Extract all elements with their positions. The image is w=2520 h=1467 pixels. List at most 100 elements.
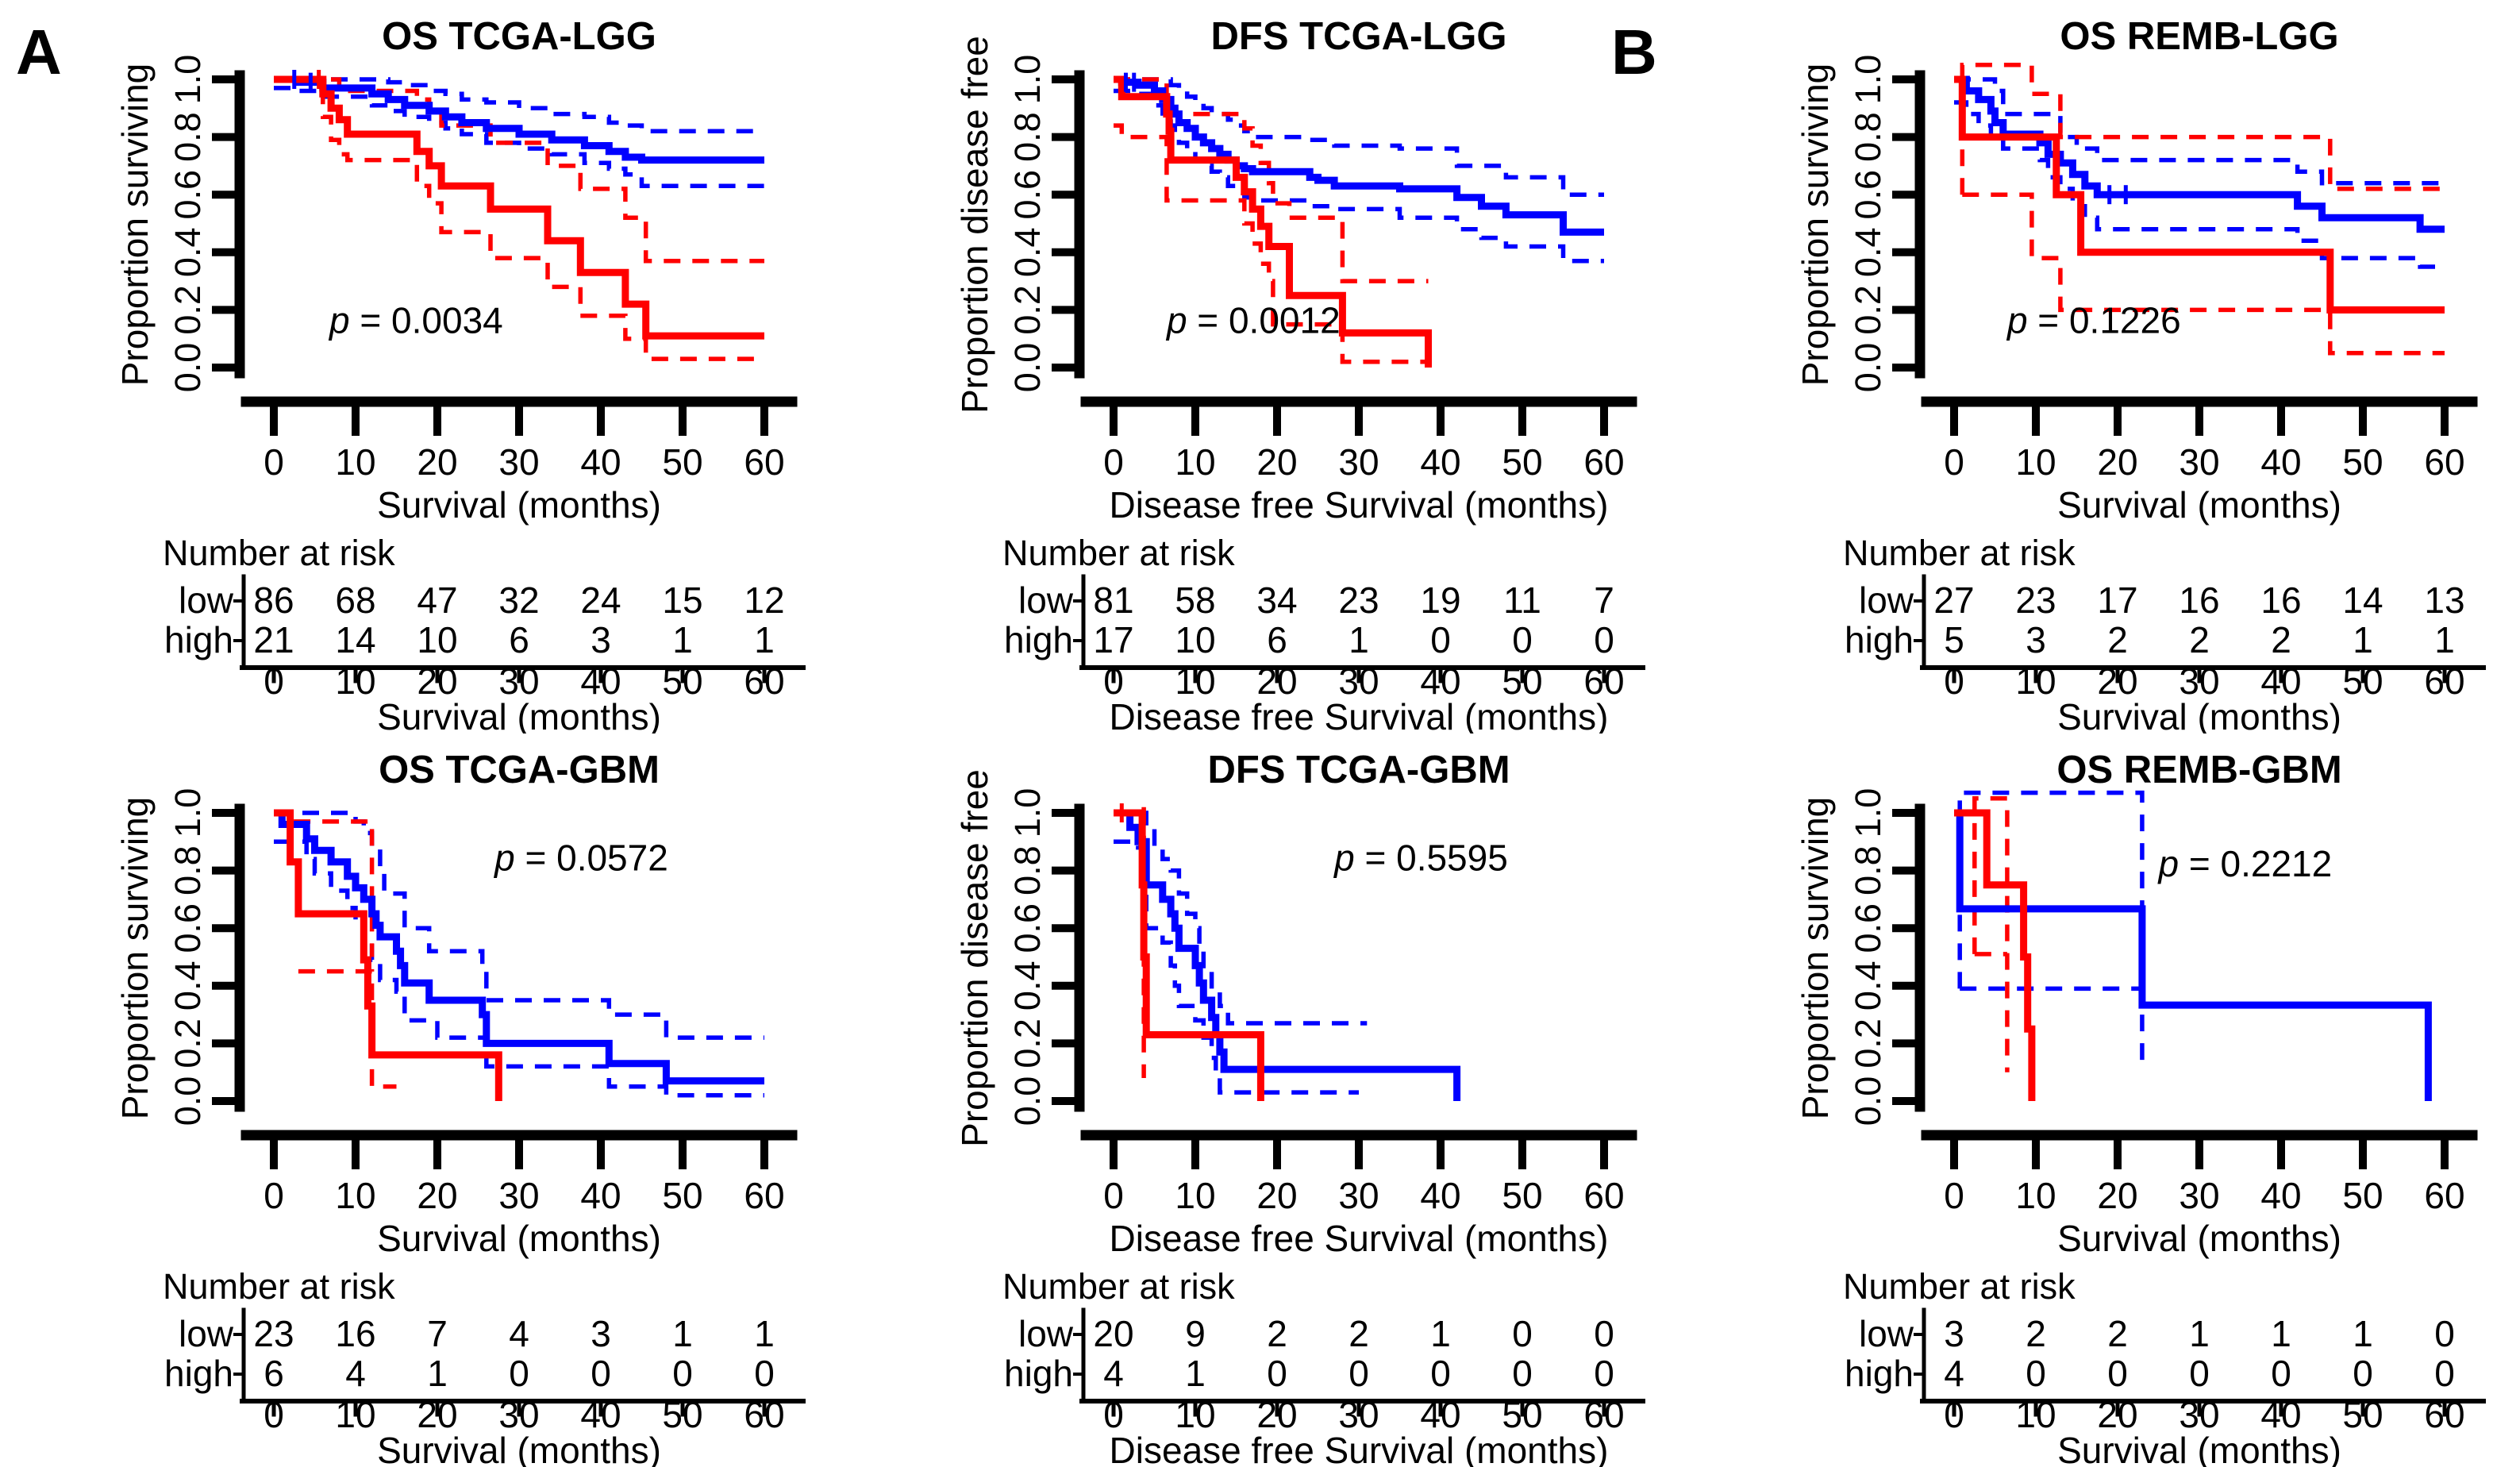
risk-tick-label: 20 bbox=[2097, 1394, 2137, 1435]
risk-tick-label: 60 bbox=[744, 1394, 784, 1435]
panel-title: DFS TCGA-GBM bbox=[1207, 749, 1510, 791]
risk-tick-label: 60 bbox=[2424, 660, 2464, 702]
risk-number-low: 86 bbox=[253, 579, 294, 621]
risk-group-label-low: low bbox=[1859, 579, 1914, 621]
x-tick-label: 60 bbox=[1583, 441, 1624, 483]
risk-number-low: 58 bbox=[1175, 579, 1215, 621]
x-tick-label: 40 bbox=[2260, 1175, 2301, 1216]
y-tick-label: 1.0 bbox=[1848, 788, 1888, 838]
y-tick-label: 1.0 bbox=[1848, 55, 1888, 105]
risk-number-low: 24 bbox=[580, 579, 621, 621]
y-tick-label: 0.8 bbox=[1848, 845, 1888, 895]
x-tick-label: 10 bbox=[2015, 1175, 2056, 1216]
x-tick-label: 0 bbox=[1103, 1175, 1124, 1216]
risk-group-label-low: low bbox=[179, 1313, 234, 1354]
risk-tick-label: 20 bbox=[417, 660, 457, 702]
risk-number-high: 6 bbox=[509, 619, 529, 660]
risk-number-low: 1 bbox=[754, 1313, 775, 1354]
risk-header: Number at risk bbox=[1843, 533, 2076, 573]
risk-group-label-low: low bbox=[179, 579, 234, 621]
x-axis-label: Survival (months) bbox=[2057, 1218, 2341, 1259]
y-tick-label: 1.0 bbox=[167, 788, 208, 838]
x-tick-label: 0 bbox=[264, 1175, 284, 1216]
x-tick-label: 10 bbox=[335, 441, 375, 483]
p-value-label: p = 0.1226 bbox=[2006, 299, 2181, 341]
risk-tick-label: 0 bbox=[1103, 1394, 1124, 1435]
risk-number-low: 23 bbox=[1338, 579, 1379, 621]
km-curve-high bbox=[1954, 809, 2036, 1101]
risk-number-low: 34 bbox=[1256, 579, 1297, 621]
x-tick-label: 50 bbox=[662, 1175, 702, 1216]
risk-tick-label: 0 bbox=[264, 1394, 284, 1435]
risk-number-high: 0 bbox=[509, 1353, 529, 1394]
x-tick-label: 0 bbox=[1944, 1175, 1964, 1216]
km-curve-high bbox=[1114, 809, 1264, 1101]
y-tick-label: 0.6 bbox=[1848, 170, 1888, 220]
risk-number-high: 14 bbox=[335, 619, 375, 660]
km-curve-high bbox=[1954, 75, 2445, 314]
x-tick-label: 60 bbox=[2424, 441, 2464, 483]
y-tick-label: 0.8 bbox=[1848, 112, 1888, 162]
y-tick-label: 0.8 bbox=[167, 112, 208, 162]
ci-curve-low-lower bbox=[1954, 100, 2445, 269]
x-tick-label: 20 bbox=[417, 441, 457, 483]
y-tick-label: 0.4 bbox=[1007, 228, 1048, 278]
y-tick-label: 0.4 bbox=[1848, 961, 1888, 1011]
y-axis-label: Proportion disease free bbox=[954, 769, 995, 1147]
panel-title: OS REMB-GBM bbox=[2056, 749, 2341, 791]
ci-curve-high-lower bbox=[274, 77, 764, 361]
y-tick-label: 0.6 bbox=[167, 903, 208, 953]
risk-number-high: 2 bbox=[2189, 619, 2210, 660]
y-tick-label: 0.0 bbox=[167, 1076, 208, 1126]
y-tick-label: 0.0 bbox=[1848, 1076, 1888, 1126]
risk-number-high: 0 bbox=[2189, 1353, 2210, 1394]
risk-tick-label: 10 bbox=[335, 1394, 375, 1435]
risk-number-high: 4 bbox=[345, 1353, 366, 1394]
x-axis-label: Disease free Survival (months) bbox=[1110, 1218, 1609, 1259]
risk-number-low: 32 bbox=[498, 579, 539, 621]
risk-tick-label: 60 bbox=[1583, 660, 1624, 702]
risk-number-low: 14 bbox=[2342, 579, 2383, 621]
y-tick-label: 0.4 bbox=[167, 228, 208, 278]
risk-tick-label: 30 bbox=[1338, 1394, 1379, 1435]
risk-number-low: 16 bbox=[2179, 579, 2219, 621]
panel-os_remb_lgg: 0.0 0.2 0.4 0.6 0.8 1.0 Proportion surviving 0 1… bbox=[1795, 15, 2486, 734]
y-tick-label: 0.0 bbox=[167, 343, 208, 393]
figure-label-a: A bbox=[16, 17, 62, 87]
risk-x-axis-label: Disease free Survival (months) bbox=[1110, 1430, 1609, 1467]
risk-number-high: 0 bbox=[2353, 1353, 2373, 1394]
risk-number-high: 4 bbox=[1944, 1353, 1964, 1394]
risk-number-high: 6 bbox=[264, 1353, 284, 1394]
y-axis-label: Proportion surviving bbox=[1795, 797, 1836, 1120]
risk-number-high: 0 bbox=[1594, 619, 1614, 660]
risk-number-low: 1 bbox=[1430, 1313, 1451, 1354]
y-tick-label: 0.2 bbox=[1848, 285, 1888, 335]
risk-tick-label: 60 bbox=[2424, 1394, 2464, 1435]
x-tick-label: 40 bbox=[1420, 441, 1460, 483]
risk-tick-label: 10 bbox=[2015, 660, 2056, 702]
ci-curve-high-upper bbox=[1114, 77, 1429, 283]
risk-tick-label: 0 bbox=[1103, 660, 1124, 702]
ci-curve-low-lower bbox=[274, 839, 764, 1098]
risk-tick-label: 10 bbox=[1175, 660, 1215, 702]
km-curve-low bbox=[1954, 75, 2445, 233]
y-tick-label: 0.4 bbox=[1007, 961, 1048, 1011]
x-tick-label: 60 bbox=[744, 1175, 784, 1216]
risk-tick-label: 10 bbox=[2015, 1394, 2056, 1435]
risk-tick-label: 20 bbox=[2097, 660, 2137, 702]
y-tick-label: 0.6 bbox=[1007, 903, 1048, 953]
risk-number-low: 20 bbox=[1093, 1313, 1133, 1354]
y-tick-label: 0.0 bbox=[1007, 343, 1048, 393]
risk-number-low: 9 bbox=[1185, 1313, 1206, 1354]
km-curve-high bbox=[274, 809, 502, 1101]
risk-tick-label: 30 bbox=[498, 660, 539, 702]
km-curve-low bbox=[1114, 75, 1604, 236]
panel-title: OS REMB-LGG bbox=[2060, 15, 2338, 58]
x-axis-label: Survival (months) bbox=[377, 1218, 661, 1259]
x-tick-label: 30 bbox=[1338, 1175, 1379, 1216]
ci-curve-high-lower bbox=[1114, 123, 1429, 364]
y-axis-label: Proportion surviving bbox=[114, 64, 156, 387]
y-axis-label: Proportion surviving bbox=[1795, 64, 1836, 387]
risk-number-low: 81 bbox=[1093, 579, 1133, 621]
risk-number-low: 23 bbox=[2015, 579, 2056, 621]
